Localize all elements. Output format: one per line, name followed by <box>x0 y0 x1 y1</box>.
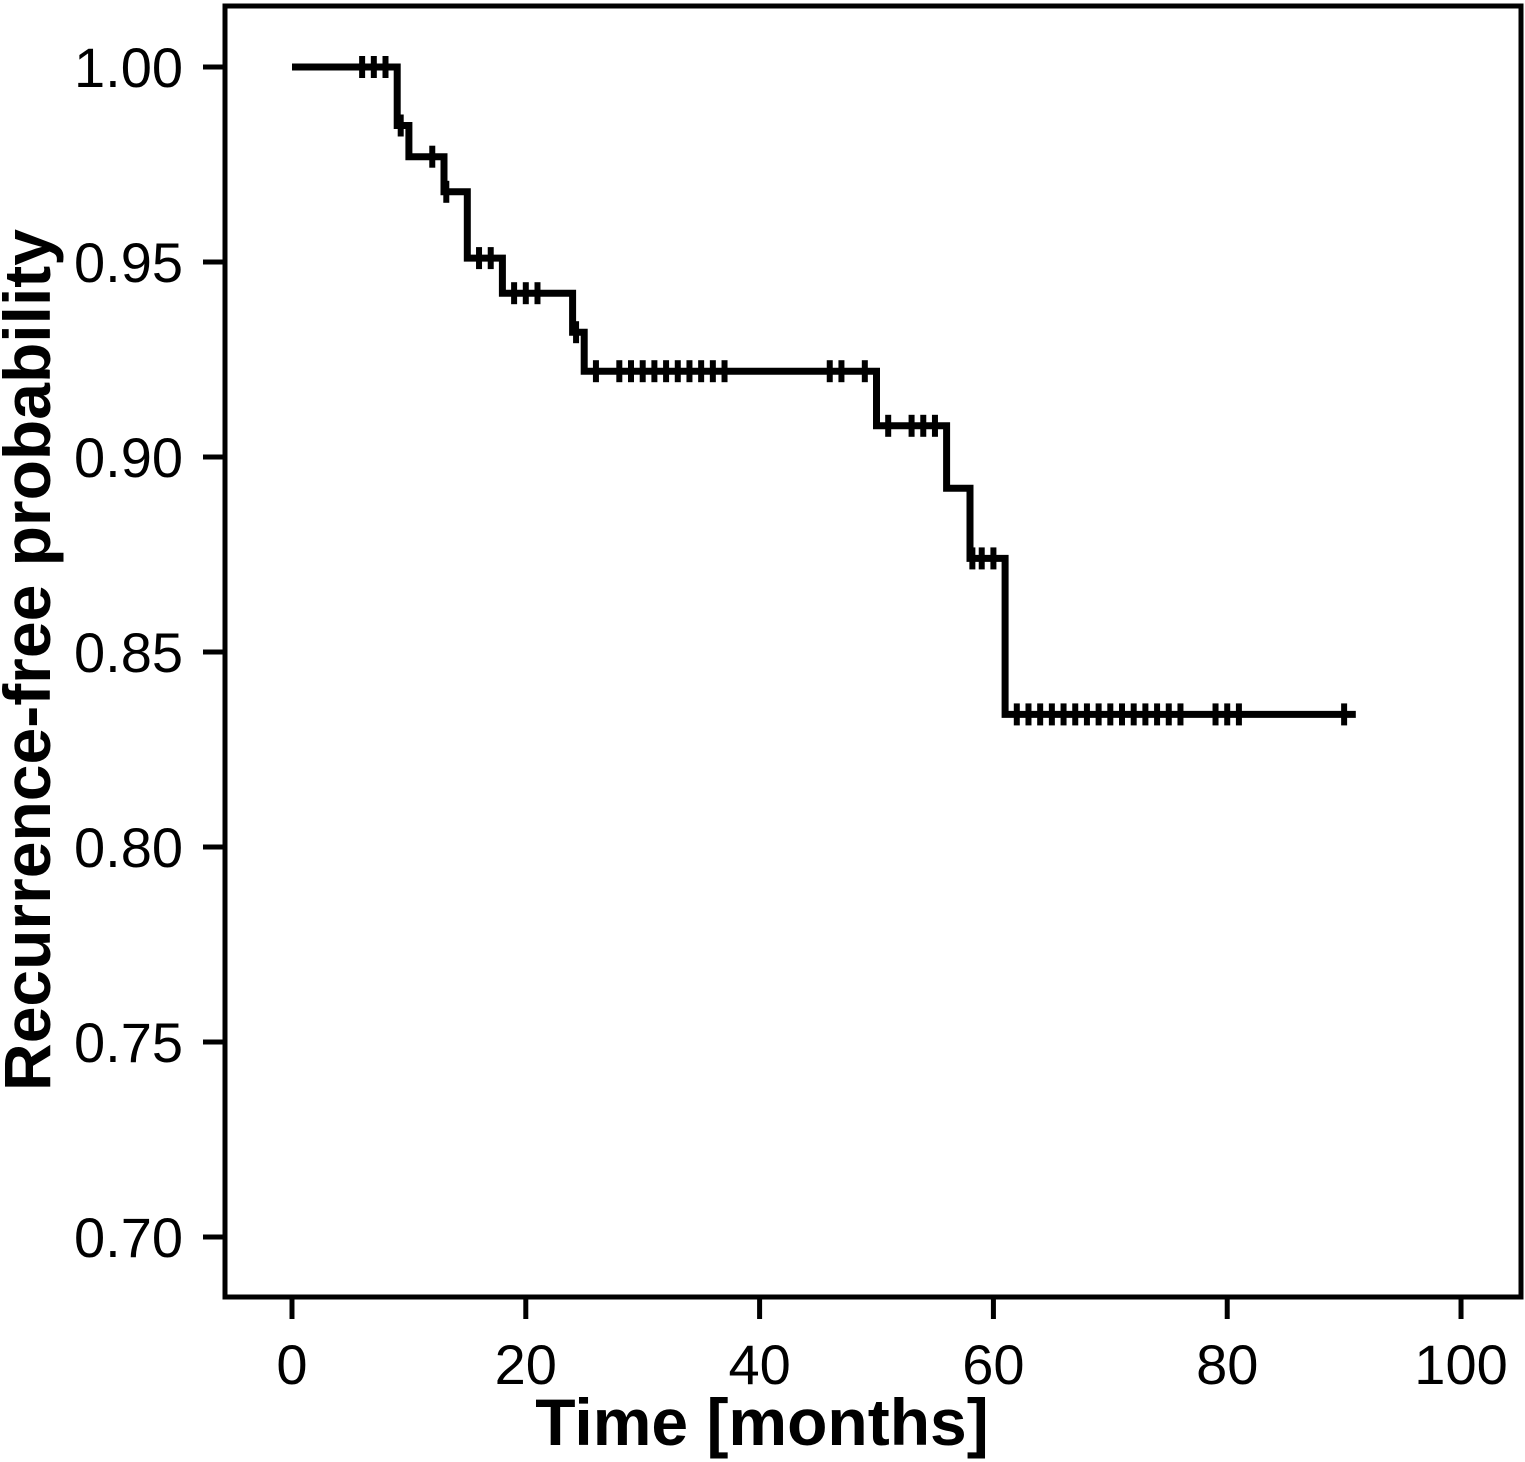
plot-generated-group: 0 20 40 60 80 100 1.00 0.95 0.90 0.85 0.80 0.75 0.70 <box>74 3 1524 1396</box>
y-tick-label: 0.70 <box>74 1206 183 1269</box>
y-tick-label: 0.85 <box>74 621 183 684</box>
x-tick-label: 60 <box>962 1333 1024 1396</box>
km-curve <box>292 63 1356 718</box>
y-tick-label: 0.90 <box>74 426 183 489</box>
y-axis-title: Recurrence-free probability <box>0 229 64 1091</box>
plot-frame <box>222 3 1524 1300</box>
y-tick-label: 0.95 <box>74 231 183 294</box>
y-tick-label: 0.75 <box>74 1011 183 1074</box>
x-axis-title: Time [months] <box>535 1385 988 1459</box>
x-tick-label: 80 <box>1196 1333 1258 1396</box>
x-tick-label: 20 <box>495 1333 557 1396</box>
x-tick-label: 40 <box>728 1333 790 1396</box>
y-tick-label: 1.00 <box>74 36 183 99</box>
x-tick-label: 100 <box>1414 1333 1507 1396</box>
y-tick-label: 0.80 <box>74 816 183 879</box>
x-tick-label: 0 <box>276 1333 307 1396</box>
